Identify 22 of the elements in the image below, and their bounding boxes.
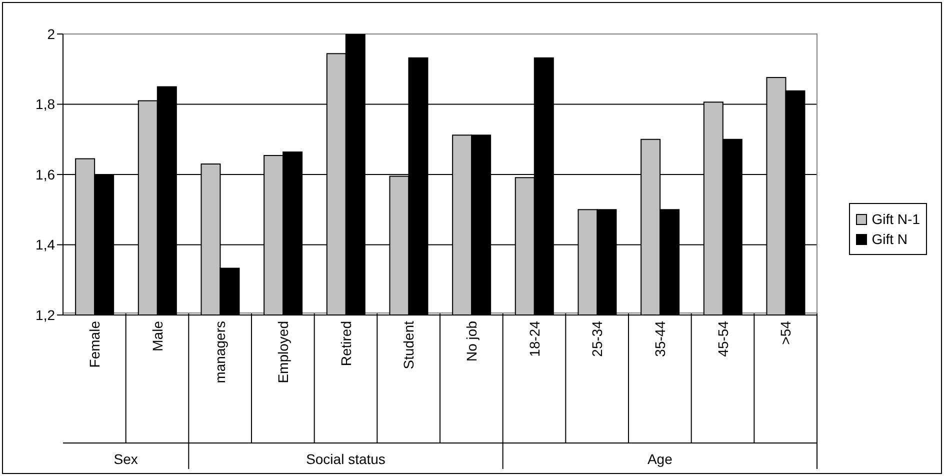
x-tick-label: 18-24 (526, 320, 542, 357)
text: Sex (114, 451, 138, 467)
text: Age (647, 451, 673, 467)
x-tick-label: >54 (778, 320, 794, 345)
x-tick-label: managers (212, 321, 228, 384)
x-tick-label: Male (149, 320, 166, 352)
legend-label: Gift N-1 (872, 211, 920, 227)
x-tick-label: 25-34 (589, 320, 606, 357)
y-tick-label: 1,6 (36, 166, 56, 182)
x-tick-label: Employed (274, 321, 291, 384)
x-tick-label: Female (86, 320, 102, 368)
x-tick-label: Retired (338, 321, 354, 366)
y-tick-label: 1,8 (36, 96, 56, 112)
x-tick-label: Student (400, 320, 417, 370)
legend-label: Gift N (872, 231, 908, 247)
x-tick-label: 35-44 (652, 320, 668, 357)
y-tick-label: 1,4 (36, 236, 56, 253)
y-tick-label: 2 (47, 26, 56, 42)
x-tick-label: No job (463, 320, 480, 362)
y-tick-label: 1,2 (36, 306, 56, 323)
text: Social status (306, 451, 386, 467)
x-tick-label: 45-54 (714, 320, 731, 357)
